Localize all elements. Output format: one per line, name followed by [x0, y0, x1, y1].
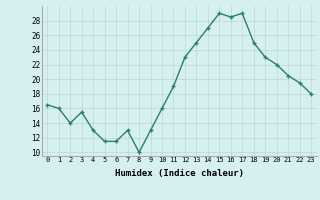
- X-axis label: Humidex (Indice chaleur): Humidex (Indice chaleur): [115, 169, 244, 178]
